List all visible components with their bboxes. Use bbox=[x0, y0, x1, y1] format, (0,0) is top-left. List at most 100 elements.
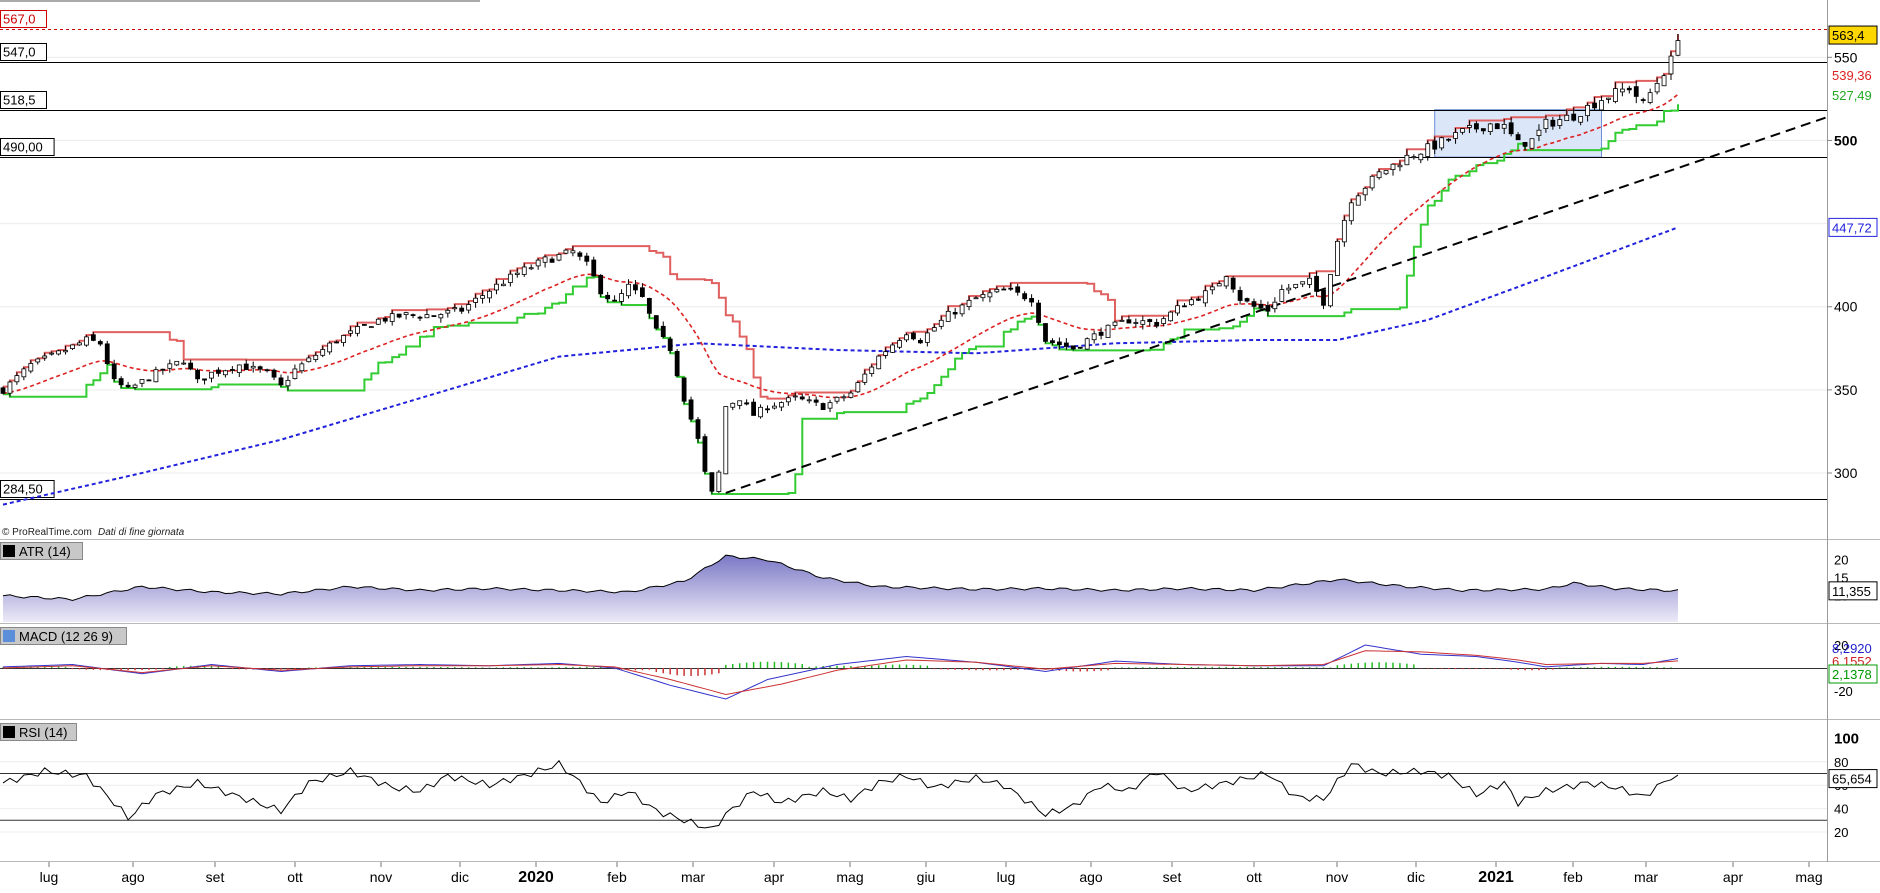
x-axis-label: feb bbox=[607, 869, 627, 885]
x-axis-label: lug bbox=[40, 869, 59, 885]
candle-body bbox=[598, 274, 604, 295]
candle-body bbox=[716, 471, 722, 492]
candle-body bbox=[1029, 298, 1034, 303]
candle-body bbox=[841, 396, 847, 399]
x-axis-label: mag bbox=[836, 869, 863, 885]
candle-body bbox=[1321, 289, 1326, 306]
candle-body bbox=[1077, 346, 1083, 349]
candle-body bbox=[772, 405, 777, 409]
candle-body bbox=[1001, 288, 1007, 291]
candle-body bbox=[500, 283, 506, 287]
candle-body bbox=[702, 436, 708, 472]
candle-body bbox=[368, 326, 374, 329]
candle-body bbox=[556, 253, 562, 261]
candle-body bbox=[681, 377, 687, 402]
candle-body bbox=[869, 366, 875, 374]
candle-body bbox=[918, 339, 923, 344]
candle-body bbox=[361, 324, 367, 326]
candle-body bbox=[542, 256, 548, 263]
candle-body bbox=[1140, 320, 1146, 325]
candle-body bbox=[229, 369, 235, 371]
rsi-value-label: 65,654 bbox=[1832, 772, 1872, 787]
candle-body bbox=[660, 325, 666, 338]
candle-body bbox=[1091, 333, 1097, 341]
candle-body bbox=[591, 259, 597, 277]
candle-body bbox=[1661, 75, 1667, 87]
x-axis-label: 2020 bbox=[518, 869, 554, 886]
candle-body bbox=[14, 375, 20, 383]
macd-line bbox=[2, 644, 1679, 700]
last-price-badge bbox=[1828, 25, 1878, 45]
candle-body bbox=[1592, 102, 1597, 109]
candle-body bbox=[1585, 105, 1590, 117]
last-price-label: 563,4 bbox=[1832, 28, 1865, 43]
candle-body bbox=[1467, 125, 1472, 128]
level-label: 547,0 bbox=[3, 45, 36, 60]
atr-label-box bbox=[0, 542, 83, 560]
price-tick-label: 500 bbox=[1834, 132, 1858, 148]
candle-body bbox=[1557, 119, 1563, 126]
moving-average-long bbox=[2, 226, 1679, 506]
x-axis-label: ott bbox=[1246, 869, 1262, 885]
candle-body bbox=[153, 369, 159, 383]
macd-value-label: 2,1378 bbox=[1832, 667, 1872, 682]
atr-swatch bbox=[3, 545, 15, 557]
candle-body bbox=[1328, 274, 1333, 307]
candle-body bbox=[202, 378, 207, 381]
candle-body bbox=[355, 326, 360, 334]
candle-body bbox=[959, 304, 965, 315]
candle-body bbox=[174, 360, 180, 366]
candle-body bbox=[452, 307, 458, 310]
candle-body bbox=[514, 272, 520, 275]
candle-body bbox=[250, 365, 256, 369]
candle-body bbox=[327, 342, 333, 353]
candle-body bbox=[1376, 171, 1382, 179]
candle-body bbox=[1168, 311, 1173, 322]
candle-body bbox=[494, 283, 499, 291]
candle-body bbox=[209, 371, 214, 379]
candle-body bbox=[1050, 340, 1055, 343]
price-tick-label: 350 bbox=[1834, 382, 1858, 398]
candle-body bbox=[271, 369, 277, 378]
candle-body bbox=[1154, 322, 1160, 327]
candle-body bbox=[0, 387, 6, 394]
atr-value-label: 11,355 bbox=[1832, 584, 1871, 599]
atr-value-badge bbox=[1828, 581, 1878, 601]
candle-body bbox=[730, 402, 736, 408]
atr-tick-label: 20 bbox=[1834, 553, 1848, 568]
level-label: 567,0 bbox=[3, 12, 36, 27]
candle-body bbox=[97, 341, 103, 345]
candle-body bbox=[1147, 319, 1153, 323]
candle-body bbox=[285, 379, 291, 387]
candle-body bbox=[1230, 277, 1236, 290]
rsi-tick-label: 100 bbox=[1834, 730, 1859, 747]
candle-body bbox=[1112, 321, 1118, 326]
candle-body bbox=[188, 362, 194, 370]
candle-body bbox=[90, 334, 96, 341]
candle-body bbox=[876, 355, 882, 370]
candle-body bbox=[883, 351, 889, 356]
candle-body bbox=[1571, 113, 1577, 121]
atr-label: ATR (14) bbox=[19, 544, 71, 559]
candle-body bbox=[1341, 219, 1347, 243]
candle-body bbox=[709, 472, 715, 492]
candle-body bbox=[1397, 164, 1403, 168]
candle-body bbox=[1063, 342, 1069, 347]
candle-body bbox=[410, 314, 416, 317]
candle-body bbox=[320, 349, 326, 356]
x-axis-label: feb bbox=[1563, 869, 1583, 885]
candle-body bbox=[1209, 286, 1215, 291]
candle-body bbox=[528, 267, 534, 270]
candle-body bbox=[21, 368, 27, 378]
candle-body bbox=[7, 381, 13, 394]
candle-body bbox=[737, 400, 743, 406]
candle-body bbox=[56, 350, 61, 355]
candle-body bbox=[1119, 319, 1125, 322]
candle-body bbox=[1126, 319, 1132, 324]
candle-body bbox=[160, 368, 166, 371]
x-axis-label: ott bbox=[287, 869, 303, 885]
candle-body bbox=[1355, 195, 1361, 206]
candle-body bbox=[84, 336, 89, 346]
candle-body bbox=[1348, 202, 1354, 222]
